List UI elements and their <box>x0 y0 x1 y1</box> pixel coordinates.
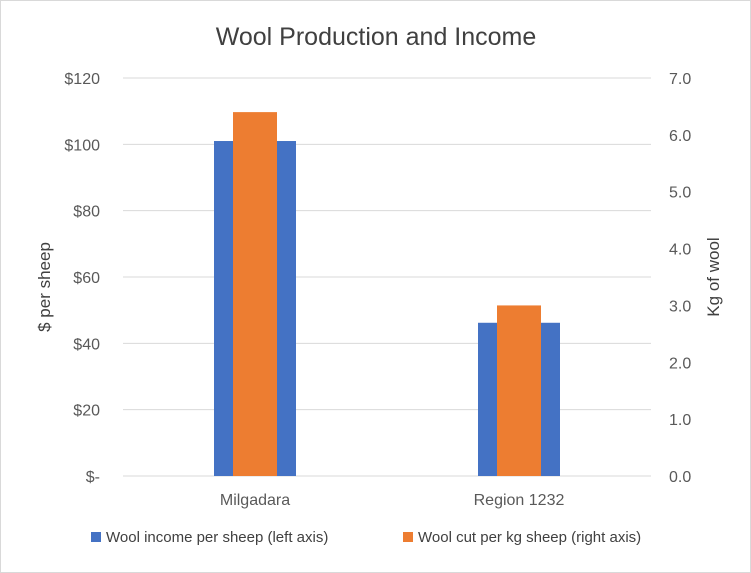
category-label: Region 1232 <box>474 492 565 509</box>
bar-wool-cut <box>497 305 541 476</box>
legend-swatch <box>403 532 413 542</box>
right-tick-label: 0.0 <box>669 469 691 486</box>
right-tick-label: 4.0 <box>669 242 691 259</box>
right-tick-label: 6.0 <box>669 128 691 145</box>
right-tick-label: 3.0 <box>669 298 691 315</box>
right-tick-label: 7.0 <box>669 71 691 88</box>
left-tick-label: $60 <box>73 270 100 287</box>
bars <box>214 112 560 476</box>
left-tick-label: $20 <box>73 403 100 420</box>
left-axis-title: $ per sheep <box>35 242 54 332</box>
legend-label: Wool income per sheep (left axis) <box>106 529 328 546</box>
right-tick-label: 1.0 <box>669 412 691 429</box>
left-axis-ticks: $- $20 $40 $60 $80 $100 $120 <box>64 71 100 486</box>
left-tick-label: $- <box>86 469 100 486</box>
legend-swatch <box>91 532 101 542</box>
left-tick-label: $40 <box>73 336 100 353</box>
right-tick-label: 2.0 <box>669 355 691 372</box>
right-axis-title: Kg of wool <box>704 237 723 316</box>
gridlines <box>123 77 651 477</box>
left-tick-label: $80 <box>73 204 100 221</box>
left-tick-label: $120 <box>64 71 100 88</box>
legend-label: Wool cut per kg sheep (right axis) <box>418 529 641 546</box>
left-tick-label: $100 <box>64 137 100 154</box>
legend: Wool income per sheep (left axis) Wool cu… <box>91 529 641 546</box>
right-axis-ticks: 0.0 1.0 2.0 3.0 4.0 5.0 6.0 7.0 <box>669 71 691 486</box>
chart-title: Wool Production and Income <box>216 23 537 51</box>
bar-wool-cut <box>233 112 277 476</box>
right-tick-label: 5.0 <box>669 185 691 202</box>
category-label: Milgadara <box>220 492 290 509</box>
category-labels: Milgadara Region 1232 <box>220 492 565 509</box>
